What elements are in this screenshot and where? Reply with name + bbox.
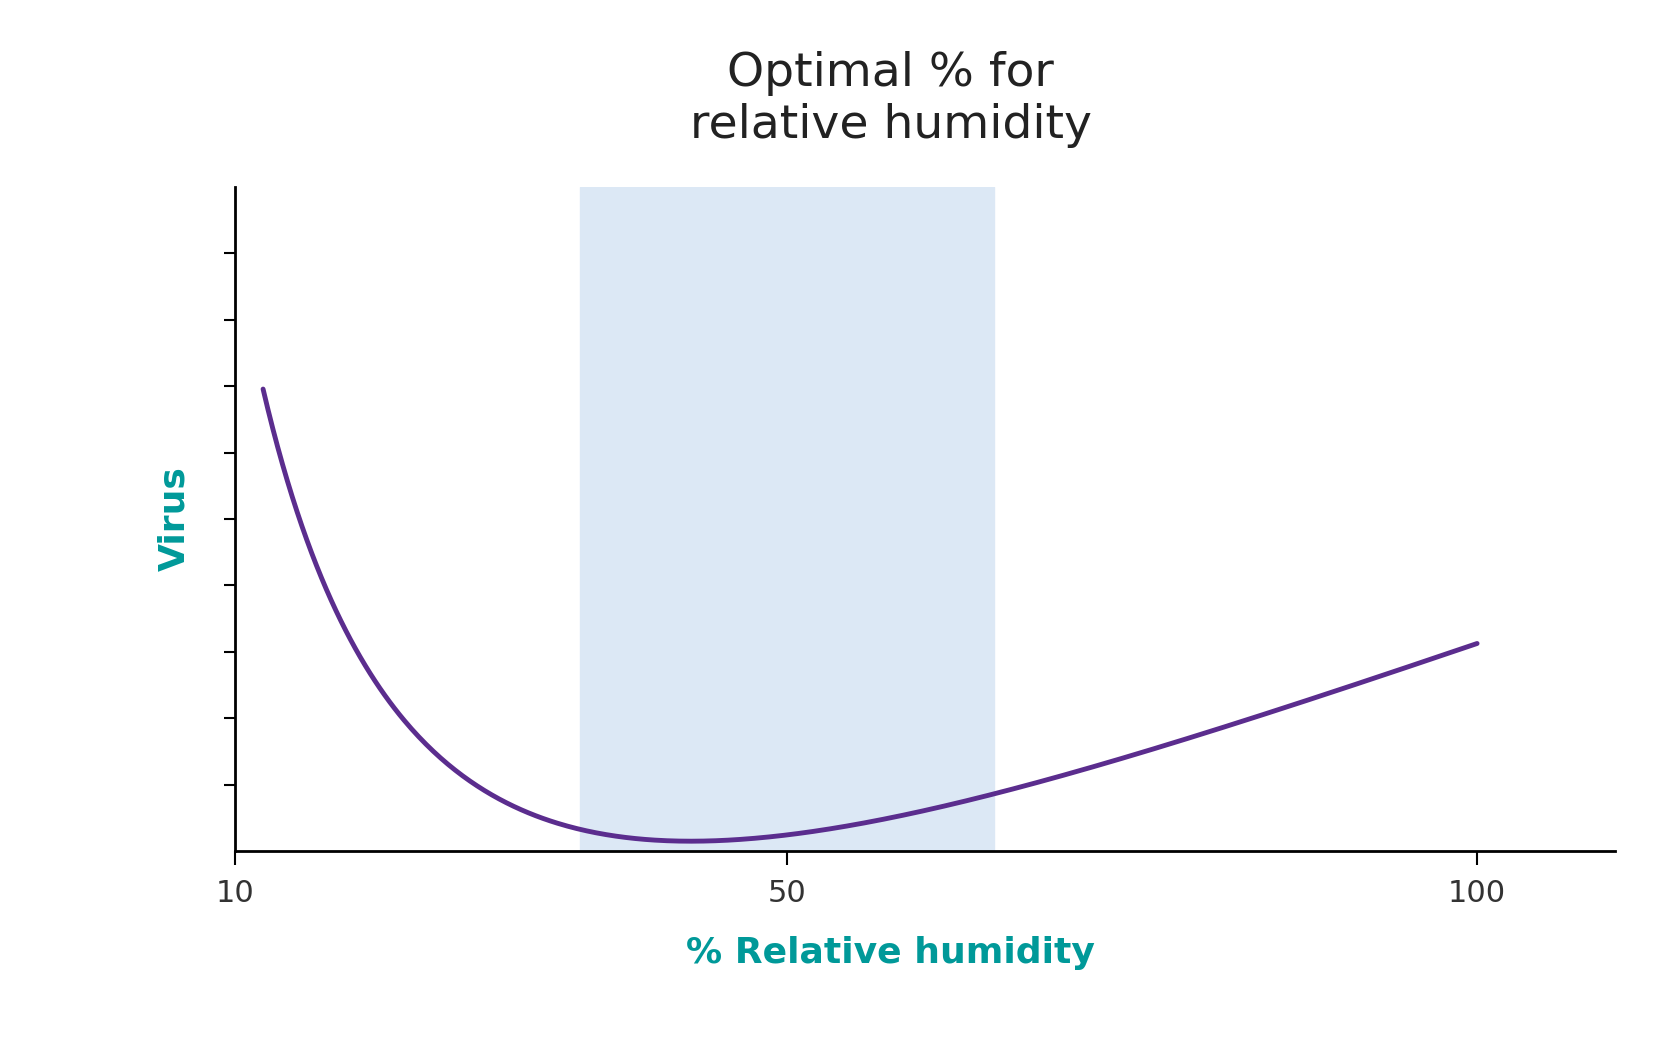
X-axis label: % Relative humidity: % Relative humidity <box>686 935 1095 969</box>
Y-axis label: Virus: Virus <box>158 466 191 572</box>
Title: Optimal % for
relative humidity: Optimal % for relative humidity <box>689 51 1092 148</box>
Bar <box>581 187 993 851</box>
